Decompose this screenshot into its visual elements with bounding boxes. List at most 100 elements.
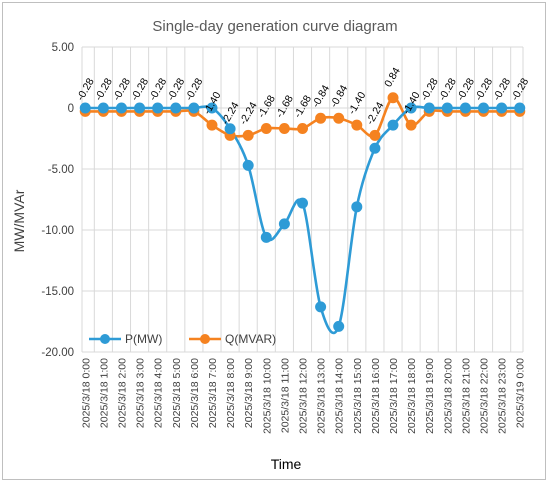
x-tick-label: 2025/3/18 2:00	[116, 358, 128, 428]
x-tick-label: 2025/3/18 21:00	[460, 358, 472, 434]
data-point-p	[351, 201, 363, 213]
data-point-p	[369, 142, 381, 154]
x-tick-label: 2025/3/18 13:00	[316, 358, 328, 434]
x-tick-label: 2025/3/19 0:00	[515, 358, 527, 428]
x-tick-label: 2025/3/18 22:00	[479, 358, 491, 434]
data-label: -2.24	[219, 100, 241, 127]
data-point-q	[206, 119, 218, 131]
legend-marker-p	[100, 334, 110, 344]
x-tick-label: 2025/3/18 20:00	[442, 358, 454, 434]
y-tick-label: 0	[68, 103, 74, 115]
data-point-p	[297, 197, 308, 209]
x-tick-label: 2025/3/18 7:00	[207, 358, 219, 428]
y-tick-label: -5.00	[48, 164, 74, 176]
data-point-p	[152, 102, 164, 114]
chart-frame: Single-day generation curve diagram 5.00…	[2, 2, 546, 480]
data-label: -0.28	[509, 76, 531, 103]
x-tick-label: 2025/3/18 12:00	[298, 358, 310, 434]
data-label: -1.68	[255, 93, 277, 120]
data-point-p	[423, 102, 435, 114]
data-label: -1.68	[274, 93, 296, 120]
legend-label-p: P(MW)	[125, 332, 162, 346]
data-point-q	[242, 129, 254, 141]
data-label: -2.24	[364, 100, 386, 127]
x-tick-label: 2025/3/18 23:00	[497, 358, 509, 434]
data-point-p	[405, 102, 417, 114]
y-tick-label: -20.00	[41, 347, 74, 359]
data-label: -1.40	[201, 90, 223, 117]
data-point-p	[478, 102, 490, 114]
data-point-q	[260, 122, 272, 134]
data-point-p	[260, 231, 272, 243]
data-point-q	[333, 112, 345, 124]
data-point-q	[387, 92, 399, 104]
data-point-q	[315, 112, 327, 124]
data-point-q	[278, 122, 290, 134]
x-tick-label: 2025/3/18 11:00	[279, 358, 291, 433]
y-tick-label: 5.00	[52, 42, 74, 54]
data-label: -1.68	[292, 93, 314, 120]
data-point-p	[188, 102, 200, 114]
data-label: 0.84	[382, 65, 403, 89]
data-point-q	[369, 129, 381, 141]
y-tick-label: -15.00	[41, 286, 74, 298]
series-points	[79, 92, 526, 332]
data-point-p	[242, 159, 254, 171]
data-label: -0.84	[310, 83, 332, 110]
data-point-p	[514, 102, 526, 114]
x-tick-label: 2025/3/18 4:00	[153, 358, 165, 428]
legend: P(MW) Q(MVAR)	[89, 332, 276, 346]
data-label: -0.28	[437, 76, 459, 103]
data-label: -0.28	[147, 76, 169, 103]
data-label: -0.28	[473, 76, 495, 103]
data-label: -0.28	[418, 76, 440, 103]
legend-label-q: Q(MVAR)	[225, 332, 276, 346]
x-tick-label: 2025/3/18 5:00	[171, 358, 183, 428]
x-tick-label: 2025/3/18 19:00	[424, 358, 436, 434]
data-point-p	[97, 102, 109, 114]
data-label: -1.40	[346, 90, 368, 117]
data-point-p	[459, 102, 471, 114]
x-tick-label: 2025/3/18 10:00	[261, 358, 273, 434]
data-point-p	[496, 102, 508, 114]
data-point-q	[405, 119, 417, 131]
data-point-p	[315, 301, 327, 313]
x-tick-label: 2025/3/18 17:00	[388, 358, 400, 434]
data-point-p	[79, 102, 91, 114]
data-label: -0.28	[93, 76, 115, 103]
x-tick-label: 2025/3/18 1:00	[98, 358, 110, 428]
data-point-p	[278, 218, 290, 230]
data-label: -0.28	[455, 76, 477, 103]
x-axis-ticks: 2025/3/18 0:00 2025/3/18 1:00 2025/3/18 2:…	[80, 358, 526, 434]
x-tick-label: 2025/3/18 9:00	[243, 358, 255, 428]
data-label: -0.28	[111, 76, 133, 103]
x-tick-label: 2025/3/18 3:00	[135, 358, 147, 428]
y-axis-ticks: 5.00 0 -5.00 -10.00 -15.00 -20.00	[41, 42, 74, 359]
data-label: -0.28	[74, 76, 96, 103]
legend-marker-q	[200, 334, 210, 344]
data-labels: -0.28-0.28-0.28-0.28-0.28-0.28-0.28-1.40…	[74, 65, 531, 126]
y-tick-label: -10.00	[41, 225, 74, 237]
data-point-p	[206, 102, 218, 114]
data-label: -0.28	[129, 76, 151, 103]
x-axis-label: Time	[271, 456, 302, 472]
series-line-p	[85, 105, 520, 335]
x-tick-label: 2025/3/18 15:00	[352, 358, 364, 434]
data-point-p	[115, 102, 127, 114]
y-axis-label: MW/MVAr	[11, 189, 27, 252]
data-label: -0.28	[183, 76, 205, 103]
data-point-p	[441, 102, 453, 114]
x-tick-label: 2025/3/18 14:00	[334, 358, 346, 434]
data-label: -0.84	[328, 83, 350, 110]
x-tick-label: 2025/3/18 8:00	[225, 358, 237, 428]
chart-title: Single-day generation curve diagram	[152, 18, 397, 35]
data-label: -0.28	[491, 76, 513, 103]
data-point-p	[170, 102, 182, 114]
chart-svg: Single-day generation curve diagram 5.00…	[11, 18, 531, 472]
data-point-p	[224, 123, 236, 135]
data-point-p	[333, 320, 345, 332]
grid-lines	[81, 46, 524, 353]
x-tick-label: 2025/3/18 18:00	[406, 358, 418, 434]
data-point-q	[351, 119, 363, 131]
data-point-p	[387, 119, 399, 131]
